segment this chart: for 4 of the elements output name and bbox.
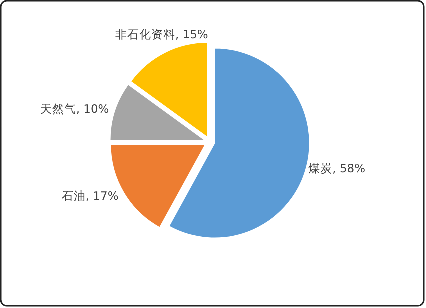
slice-label: 石油, 17% (62, 188, 119, 203)
slice-label: 非石化资料, 15% (115, 28, 208, 42)
slice-label: 煤炭, 58% (308, 161, 366, 176)
slice-label: 天然气, 10% (40, 102, 110, 116)
